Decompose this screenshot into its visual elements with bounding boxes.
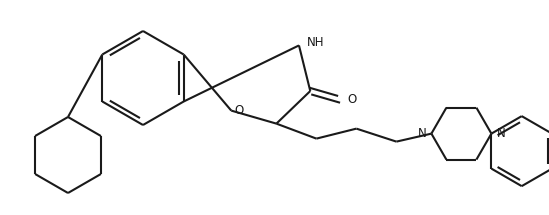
- Text: N: N: [418, 127, 427, 140]
- Text: O: O: [234, 104, 244, 117]
- Text: O: O: [347, 93, 356, 106]
- Text: N: N: [496, 127, 505, 140]
- Text: NH: NH: [307, 36, 324, 49]
